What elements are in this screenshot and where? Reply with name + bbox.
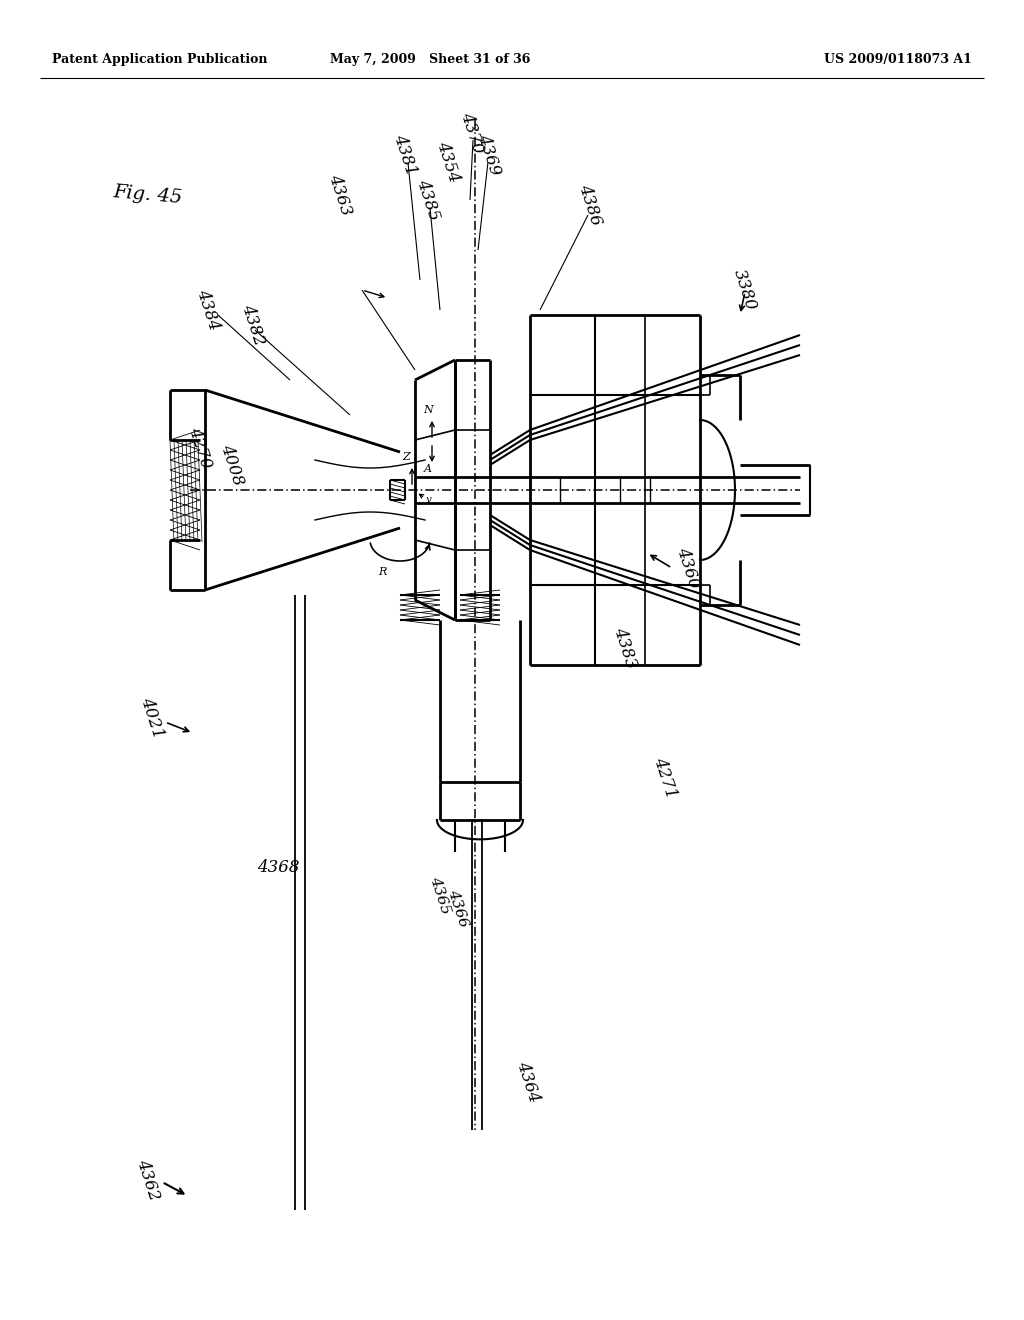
- Text: May 7, 2009   Sheet 31 of 36: May 7, 2009 Sheet 31 of 36: [330, 54, 530, 66]
- Text: 4364: 4364: [513, 1059, 543, 1105]
- Text: Fig. 45: Fig. 45: [112, 183, 183, 207]
- Text: 4021: 4021: [137, 696, 167, 741]
- Text: 4384: 4384: [194, 288, 222, 333]
- Text: 4386: 4386: [575, 182, 604, 228]
- Text: 4381: 4381: [390, 132, 420, 178]
- Text: y: y: [425, 495, 431, 504]
- Text: 4368: 4368: [257, 859, 299, 876]
- Text: 4271: 4271: [650, 755, 680, 801]
- Text: 4369: 4369: [474, 132, 504, 178]
- Text: 4363: 4363: [326, 172, 354, 218]
- Text: R: R: [378, 568, 386, 577]
- Text: Z: Z: [402, 451, 410, 462]
- Text: 4008: 4008: [217, 442, 247, 488]
- Text: US 2009/0118073 A1: US 2009/0118073 A1: [824, 54, 972, 66]
- Text: 4270: 4270: [185, 425, 215, 471]
- Text: 4365: 4365: [427, 874, 453, 916]
- Text: 4382: 4382: [239, 302, 267, 348]
- Text: 4360: 4360: [674, 545, 702, 591]
- Text: 4354: 4354: [433, 139, 463, 185]
- Text: A: A: [424, 465, 432, 474]
- Text: N: N: [423, 405, 433, 414]
- Text: 4383: 4383: [610, 626, 640, 671]
- Text: 4366: 4366: [445, 887, 471, 929]
- Text: 4362: 4362: [133, 1158, 163, 1203]
- Text: 4370: 4370: [458, 110, 486, 156]
- Text: 4385: 4385: [414, 177, 442, 223]
- Text: 3380: 3380: [730, 267, 760, 313]
- Text: Patent Application Publication: Patent Application Publication: [52, 54, 267, 66]
